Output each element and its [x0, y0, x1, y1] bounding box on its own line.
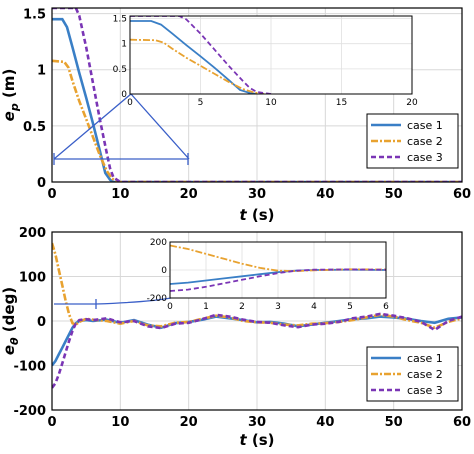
x-tick-label: 40 [316, 187, 334, 202]
x-tick-label: 0 [47, 187, 56, 202]
inset-x-tick-label: 5 [198, 98, 204, 108]
inset-y-tick-label: 0.5 [113, 65, 127, 75]
axes-box [51, 231, 463, 411]
y-tick-label: 1 [37, 64, 46, 79]
inset-series-line-case-2 [130, 38, 265, 94]
inset-series-line-case-3 [170, 268, 386, 292]
series-line-case-3 [52, 8, 462, 182]
inset-series-line-case-2 [170, 244, 386, 273]
inset-x-tick-label: 0 [127, 98, 133, 108]
axes-box [51, 7, 463, 183]
inset-x-tick-label: 6 [383, 302, 389, 312]
legend-label: case 2 [407, 135, 443, 148]
x-tick-label: 60 [453, 415, 471, 430]
inset-x-tick-label: 10 [265, 98, 277, 108]
inset-x-tick-label: 20 [406, 98, 418, 108]
series-line-case-1 [52, 17, 462, 182]
inset-x-tick-label: 5 [347, 302, 353, 312]
x-tick-label: 40 [316, 415, 334, 430]
legend-label: case 1 [407, 352, 443, 365]
x-tick-label: 10 [111, 187, 129, 202]
zoom-connector [54, 297, 172, 309]
y-tick-label: -100 [13, 360, 46, 375]
legend-label: case 3 [407, 384, 443, 397]
inset-frame [169, 241, 387, 299]
inset-y-tick-label: 1 [121, 40, 127, 50]
y-tick-label: 0.5 [23, 120, 46, 135]
y-axis-label: ep (m) [0, 69, 21, 122]
inset-x-tick-label: 1 [203, 302, 209, 312]
zoom-connector [53, 93, 190, 165]
inset-x-tick-label: 15 [336, 98, 347, 108]
inset-y-tick-label: 1.5 [113, 15, 127, 25]
inset-x-tick-label: 4 [311, 302, 317, 312]
inset-y-tick-label: 0 [121, 90, 127, 100]
inset-series-line-case-3 [130, 16, 272, 94]
y-tick-label: 1.5 [23, 8, 46, 23]
x-tick-label: 50 [385, 187, 403, 202]
x-axis-label: t (s) [239, 431, 274, 449]
inset-x-tick-label: 3 [275, 302, 281, 312]
legend-box [366, 346, 459, 402]
inset-x-tick-label: 0 [167, 302, 173, 312]
y-tick-label: -200 [13, 404, 46, 419]
series-line-case-3 [52, 312, 462, 389]
inset-x-tick-label: 2 [239, 302, 245, 312]
y-tick-label: 0 [37, 176, 46, 191]
y-tick-label: 0 [37, 315, 46, 330]
inset-frame [129, 15, 413, 95]
inset-y-tick-label: 200 [150, 238, 167, 248]
y-tick-label: 100 [19, 271, 46, 286]
legend-label: case 2 [407, 368, 443, 381]
legend-label: case 3 [407, 151, 443, 164]
x-tick-label: 30 [248, 187, 266, 202]
inset-series-line-case-1 [130, 20, 258, 94]
x-tick-label: 10 [111, 415, 129, 430]
x-tick-label: 50 [385, 415, 403, 430]
inset-y-tick-label: 0 [161, 266, 167, 276]
x-tick-label: 60 [453, 187, 471, 202]
y-axis-label: eθ (deg) [0, 287, 21, 355]
y-tick-label: 200 [19, 226, 46, 241]
legend-box [366, 113, 459, 169]
x-tick-label: 20 [180, 415, 198, 430]
inset-y-tick-label: -200 [147, 294, 168, 304]
x-tick-label: 0 [47, 415, 56, 430]
x-axis-label: t (s) [239, 206, 274, 224]
legend-label: case 1 [407, 119, 443, 132]
x-tick-label: 30 [248, 415, 266, 430]
x-tick-label: 20 [180, 187, 198, 202]
